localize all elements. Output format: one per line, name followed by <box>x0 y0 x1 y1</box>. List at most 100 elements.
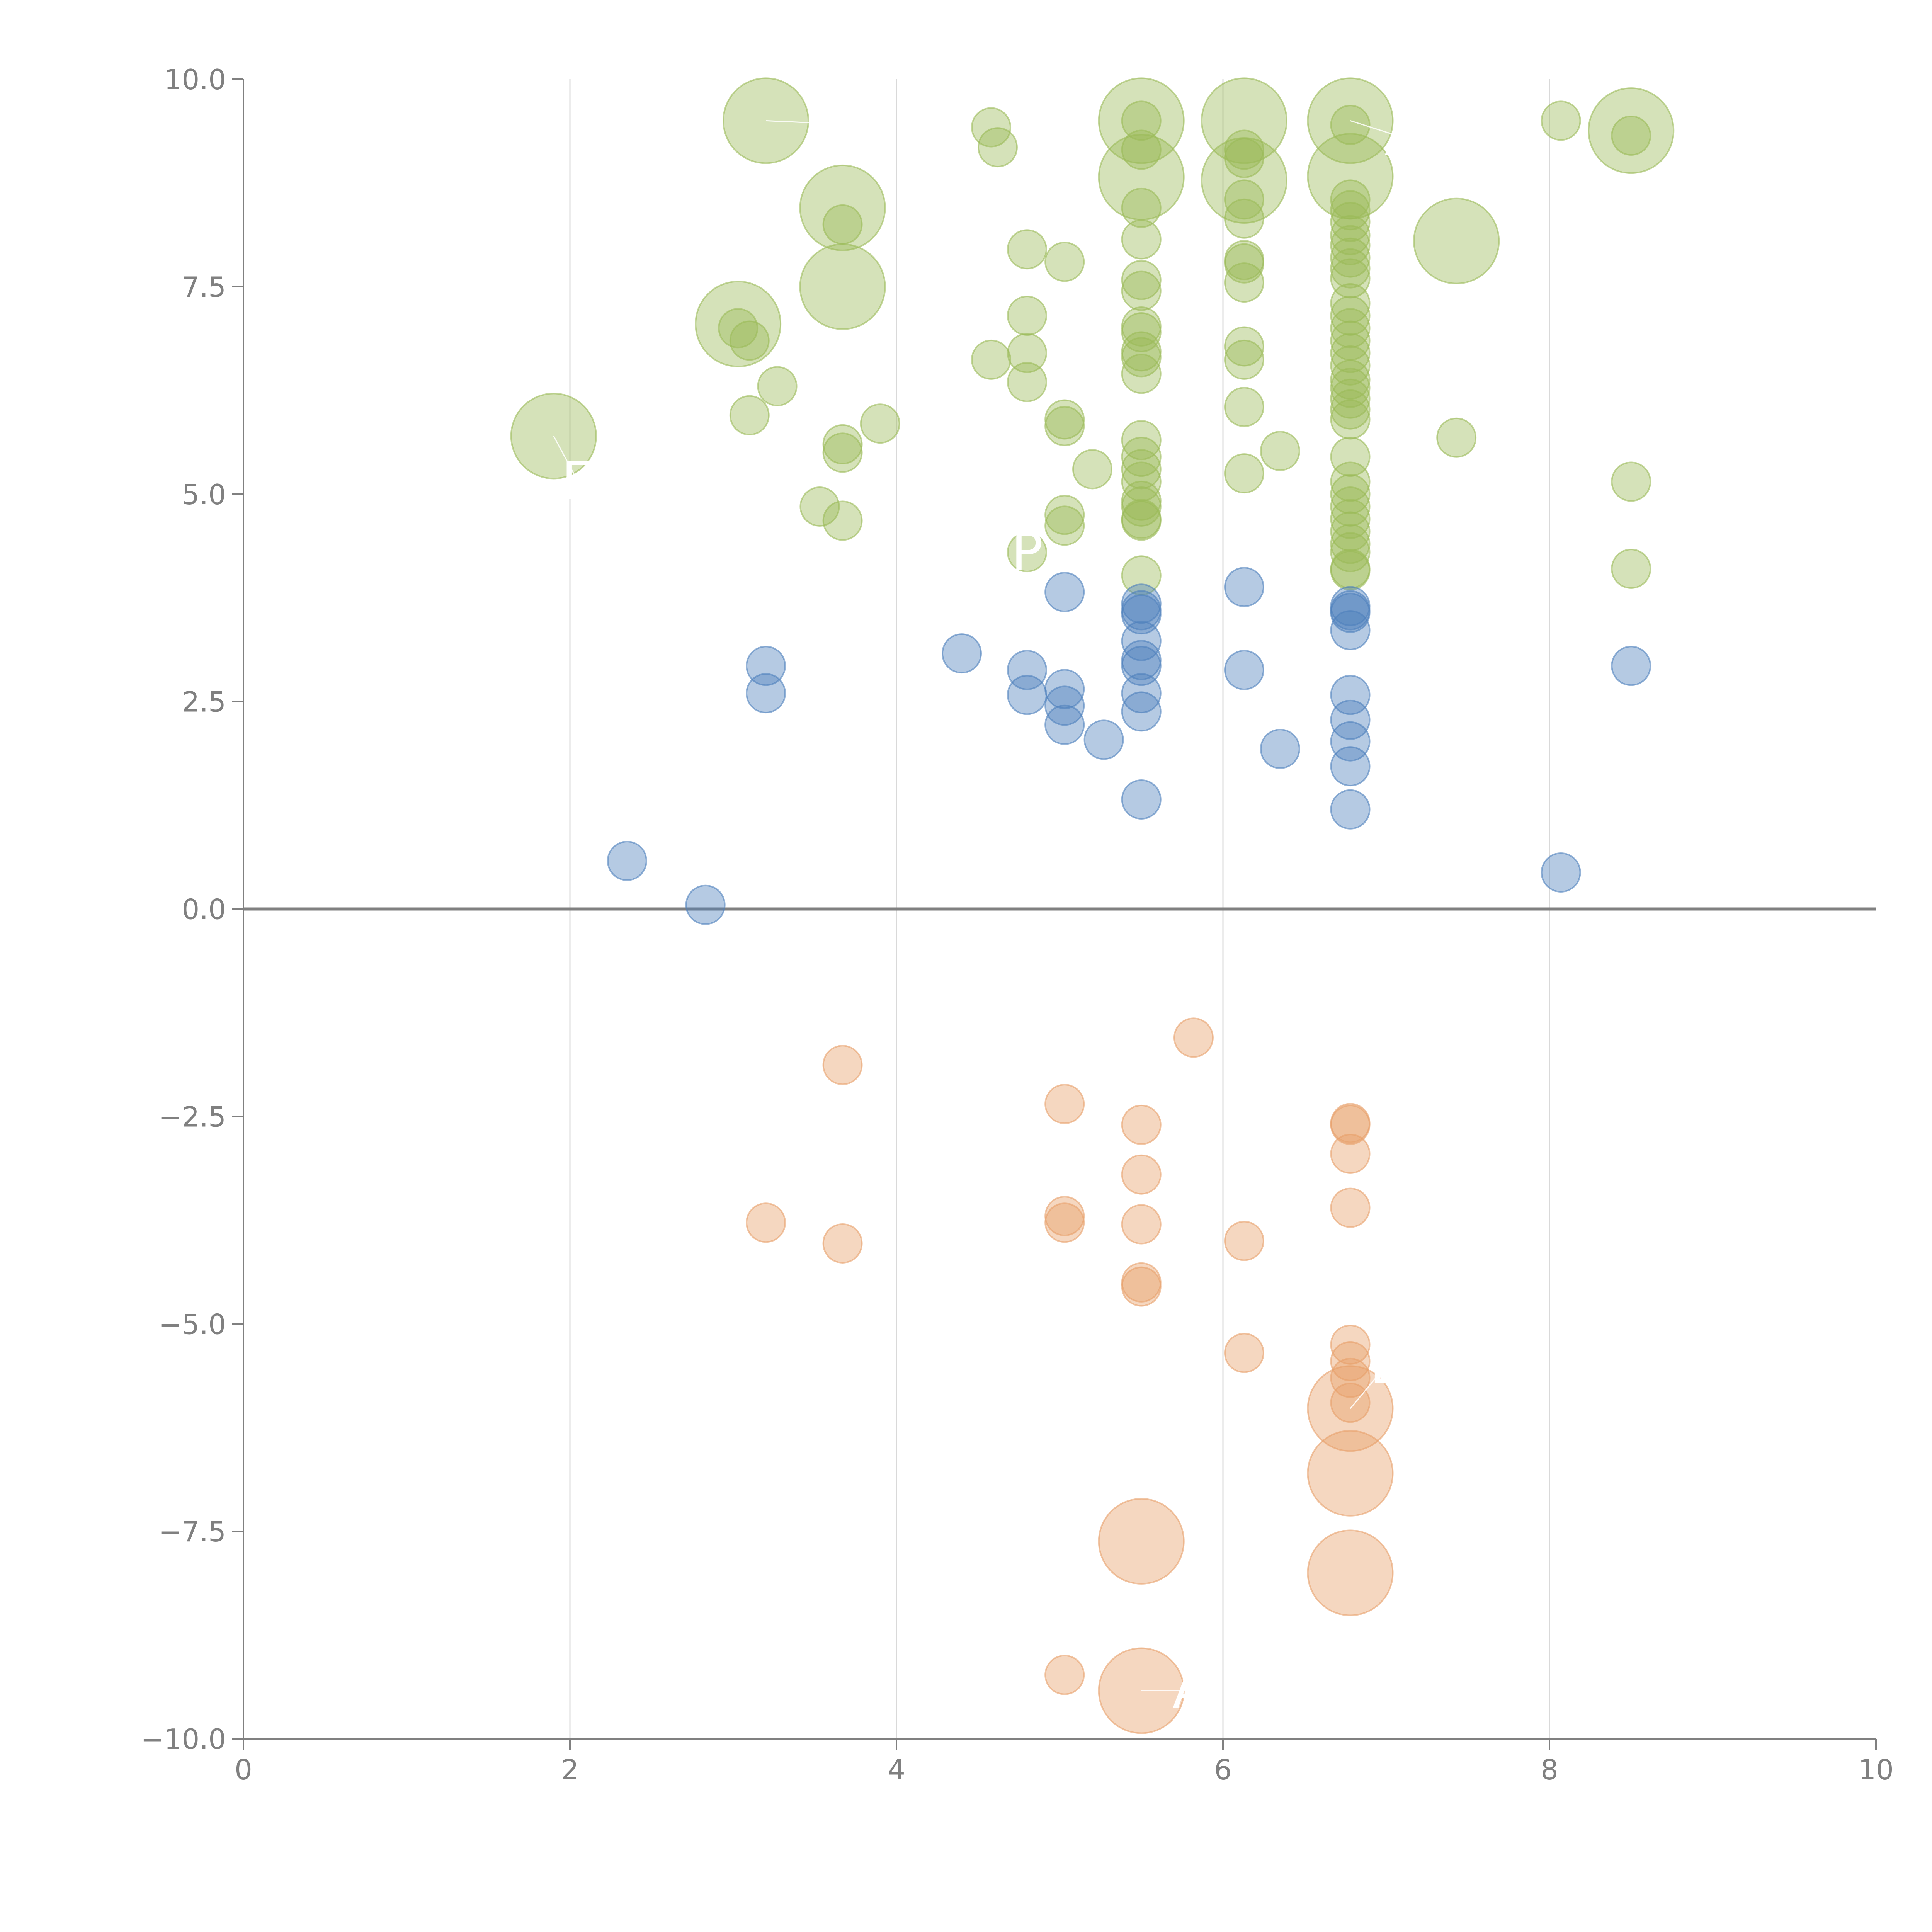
series-orange <box>746 1017 1394 1734</box>
data-point <box>1436 417 1477 458</box>
data-point <box>1044 495 1085 535</box>
data-point <box>1330 399 1371 440</box>
data-point <box>1121 1154 1162 1195</box>
data-point <box>1121 270 1162 311</box>
data-points <box>510 77 1675 1734</box>
data-point <box>1307 1529 1394 1616</box>
data-point <box>1044 1202 1085 1243</box>
y-tick-label: −5.0 <box>158 1308 226 1340</box>
data-point <box>1330 225 1371 265</box>
data-point <box>729 320 770 361</box>
data-point <box>746 1202 786 1243</box>
data-point <box>1330 486 1371 527</box>
annotation-label: E <box>561 451 595 512</box>
data-point <box>1044 242 1085 282</box>
data-point <box>1330 190 1371 231</box>
x-tick-label: 10 <box>1858 1753 1894 1786</box>
annotation-label: E <box>1370 1335 1403 1396</box>
data-point <box>1330 215 1371 255</box>
data-point <box>1330 721 1371 762</box>
data-point <box>1044 669 1085 709</box>
y-tick-label: −10.0 <box>141 1723 226 1755</box>
x-tick-label: 6 <box>1214 1753 1232 1786</box>
series-blue <box>607 567 1651 925</box>
data-point <box>1044 1084 1085 1124</box>
data-point <box>1007 532 1047 573</box>
y-tick-label: 10.0 <box>164 63 226 96</box>
data-point <box>1330 592 1371 633</box>
data-point <box>1330 550 1371 591</box>
y-tick-label: 7.5 <box>182 271 226 303</box>
data-point <box>1330 789 1371 830</box>
annotation-leader <box>1350 1365 1387 1409</box>
data-point <box>1260 431 1300 471</box>
data-point <box>822 424 863 464</box>
x-tick-label: 0 <box>235 1753 252 1786</box>
data-point <box>971 339 1012 380</box>
data-point <box>1330 746 1371 787</box>
y-tick-label: 2.5 <box>182 686 226 718</box>
data-point <box>1330 437 1371 477</box>
data-point <box>1201 77 1287 164</box>
data-point <box>607 840 647 881</box>
data-point <box>718 308 759 349</box>
data-point <box>799 243 886 330</box>
data-point <box>1611 461 1651 502</box>
data-point <box>822 500 863 541</box>
data-point <box>1611 549 1651 589</box>
data-point <box>1224 198 1264 239</box>
data-point <box>1330 1324 1371 1365</box>
data-point <box>1224 339 1264 380</box>
data-point <box>977 127 1018 168</box>
data-point <box>1330 1341 1371 1381</box>
data-point <box>1224 129 1264 170</box>
data-point <box>1121 187 1162 228</box>
axes: 0 2 4 6 8 10 −10.0 −7.5 −5.0 −2.5 0.0 2.5 5.0 7.5 10.0 <box>141 63 1893 1786</box>
data-point <box>1224 262 1264 303</box>
annotation-leader <box>1350 120 1403 138</box>
data-point <box>1330 1187 1371 1228</box>
data-point <box>1121 129 1162 170</box>
data-point <box>1121 779 1162 820</box>
data-point <box>1044 572 1085 612</box>
data-point <box>1121 640 1162 680</box>
data-point <box>1044 1655 1085 1695</box>
data-point <box>1330 283 1371 323</box>
annotation-label: A <box>1172 1660 1208 1721</box>
annotation-label: A <box>1384 106 1420 167</box>
data-point <box>1007 675 1047 715</box>
series-green <box>510 77 1675 596</box>
data-point <box>1330 202 1371 242</box>
data-point <box>1611 646 1651 686</box>
data-point <box>1121 354 1162 394</box>
data-point <box>1330 675 1371 715</box>
data-point <box>746 673 786 714</box>
data-point <box>1330 461 1371 502</box>
data-point <box>822 204 863 245</box>
data-point <box>1121 437 1162 477</box>
data-point <box>1121 331 1162 372</box>
annotation-leader <box>553 435 579 482</box>
data-point <box>1121 420 1162 461</box>
data-point <box>1330 1104 1371 1145</box>
data-point <box>1121 449 1162 490</box>
data-point <box>822 1045 863 1085</box>
y-tick-label: −7.5 <box>158 1515 226 1548</box>
data-point <box>1072 449 1112 490</box>
data-point <box>1330 248 1371 289</box>
data-point <box>1330 1134 1371 1174</box>
x-tick-label: 4 <box>888 1753 905 1786</box>
data-point <box>1330 474 1371 514</box>
data-point <box>1121 260 1162 300</box>
data-point <box>1307 1430 1394 1517</box>
data-point <box>1044 704 1085 745</box>
data-point <box>1173 1017 1214 1058</box>
data-point <box>1044 505 1085 546</box>
data-point <box>1121 1204 1162 1245</box>
data-point <box>1224 1333 1264 1373</box>
data-point <box>1121 337 1162 378</box>
data-point <box>1541 100 1581 141</box>
data-point <box>1260 729 1300 769</box>
y-tick-label: 5.0 <box>182 478 226 511</box>
annotation-leader <box>765 120 856 126</box>
